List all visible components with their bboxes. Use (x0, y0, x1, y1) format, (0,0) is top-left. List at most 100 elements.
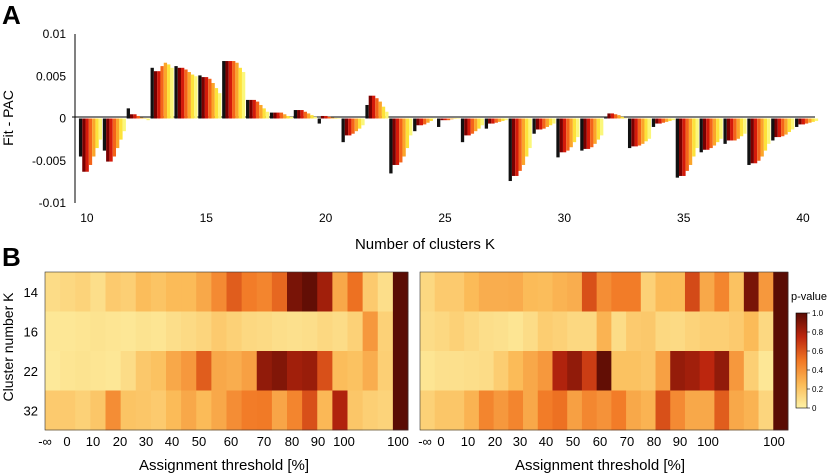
bar (443, 118, 447, 121)
heatmap-x-tick-label: 20 (113, 434, 127, 449)
heatmap-cell (478, 311, 494, 352)
heatmap-cell (434, 390, 450, 431)
heatmap-cell (347, 272, 364, 312)
bar (811, 118, 815, 122)
bar (88, 118, 93, 165)
heatmap-cell (729, 351, 745, 391)
bar (733, 118, 737, 141)
bar (675, 118, 680, 178)
bar (306, 113, 311, 119)
bar (634, 118, 638, 147)
bar (160, 66, 164, 119)
heatmap-cell (626, 351, 642, 391)
bar (730, 118, 734, 141)
heatmap-cell (196, 311, 212, 352)
bar (716, 118, 720, 143)
bar (467, 118, 471, 136)
heatmap-cell (581, 272, 598, 312)
bar (637, 118, 642, 146)
heatmap-cell (743, 311, 759, 352)
panel-b-letter: B (2, 242, 21, 272)
bar (552, 118, 556, 124)
heatmap-cell (256, 311, 273, 352)
heatmap-x-tick-label: 10 (86, 434, 100, 449)
colorbar-tick-label: 0.6 (812, 347, 824, 356)
bar (593, 118, 597, 144)
heatmap-x-tick-label: 50 (566, 434, 580, 449)
heatmap-cell (332, 311, 348, 352)
bar (423, 118, 427, 125)
heatmap-cell (302, 272, 318, 312)
heatmap-cell (347, 351, 364, 391)
heatmap-cell (640, 311, 656, 352)
bar (300, 110, 304, 119)
bar (795, 118, 799, 127)
bar (781, 118, 785, 137)
bar (644, 118, 648, 142)
heatmap-cell (90, 351, 106, 391)
bar (535, 118, 540, 130)
heatmap-cell (758, 351, 774, 391)
heatmap-cell (640, 390, 656, 431)
bar (102, 118, 107, 151)
heatmap-cell (166, 311, 182, 352)
bar (787, 118, 791, 133)
bar (525, 118, 529, 157)
bar (572, 118, 577, 143)
heatmap-row-label: 22 (24, 364, 38, 379)
heatmap-cell (211, 311, 227, 352)
heatmap-cell (392, 351, 409, 391)
heatmap-x-tick-label: 60 (224, 434, 238, 449)
bar (133, 114, 137, 119)
heatmap-cell (420, 351, 436, 391)
heatmap-cell (45, 272, 61, 312)
bar (784, 118, 788, 135)
bar (426, 118, 430, 123)
heatmap-x-tick-label: 100 (697, 434, 719, 449)
heatmap-cell (523, 272, 539, 312)
bar (246, 99, 250, 119)
bar-series-group (78, 61, 819, 182)
heatmap-cell (699, 351, 715, 391)
bar (341, 118, 345, 143)
bar (614, 114, 618, 119)
heatmap-cell (773, 390, 789, 431)
bar (491, 118, 495, 124)
bar (218, 93, 222, 119)
bar (208, 78, 212, 119)
heatmap-cell (45, 351, 61, 391)
heatmap-cell (684, 390, 701, 431)
bar (658, 118, 662, 124)
bar (194, 76, 198, 119)
heatmap-cell (714, 351, 730, 391)
heatmap-cell (684, 311, 701, 352)
heatmap-cell (302, 351, 318, 391)
bar (85, 118, 89, 172)
heatmap-cell (434, 311, 450, 352)
bar (719, 118, 723, 139)
bar (747, 118, 751, 165)
heatmap-cell (596, 390, 612, 431)
heatmap-cell (45, 390, 61, 431)
bar (82, 118, 86, 172)
heatmap-cell (347, 390, 364, 431)
heatmap-cell (626, 272, 642, 312)
heatmap-cell (392, 390, 409, 431)
heatmap-row-label: 32 (24, 403, 38, 418)
heatmap-cell (758, 311, 774, 352)
bar (453, 118, 457, 119)
bar (150, 67, 154, 119)
bar (692, 118, 696, 157)
heatmap-cell (523, 311, 539, 352)
heatmap-cell (434, 272, 450, 312)
bar (228, 61, 233, 119)
bar (437, 118, 441, 127)
bar (460, 118, 465, 143)
bar (743, 118, 747, 134)
bar-y-tick-labels: 0.01 0.005 0 -0.005 -0.01 (32, 27, 66, 210)
heatmap-x-tick-label: -∞ (418, 434, 432, 449)
y-tick-label: 0.005 (36, 69, 66, 83)
heatmap-cell (196, 351, 212, 391)
bar (365, 104, 369, 119)
heatmap-cell (611, 311, 627, 352)
